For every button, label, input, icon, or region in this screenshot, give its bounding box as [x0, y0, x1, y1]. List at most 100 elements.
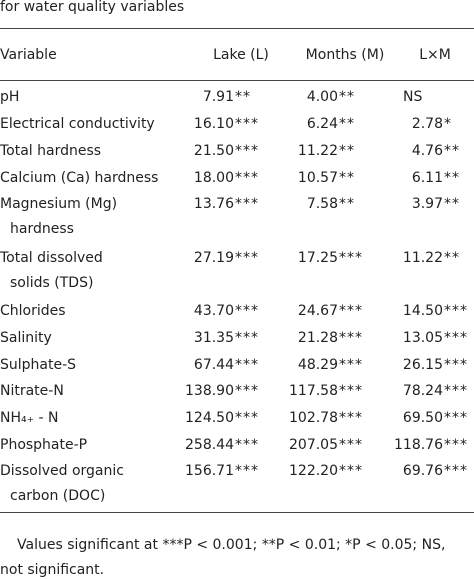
cell-value: 21.50 — [193, 143, 234, 159]
cell-value: 31.35 — [193, 330, 234, 346]
cell-value: 67.44 — [193, 357, 234, 373]
rule — [0, 28, 474, 29]
cell-value: 26.15 — [402, 357, 443, 373]
variable-name: carbon (DOC) — [10, 488, 106, 504]
cell-significance: ** — [339, 89, 355, 105]
cell-value: 124.50 — [185, 410, 234, 426]
cell-value: 6.24 — [306, 116, 338, 132]
cell-significance: *** — [444, 383, 468, 399]
cell-significance: *** — [235, 437, 259, 453]
variable-name: pH — [0, 89, 20, 105]
cell-value: 6.11 — [411, 170, 443, 186]
cell-value: 78.24 — [402, 383, 443, 399]
cell-significance: ** — [235, 89, 251, 105]
cell-value: 18.00 — [193, 170, 234, 186]
variable-name: NH₄₊ - N — [0, 410, 59, 426]
cell-value: 27.19 — [193, 250, 234, 266]
cell-significance: *** — [444, 437, 468, 453]
variable-name: hardness — [10, 221, 74, 237]
cell-significance: ** — [339, 196, 355, 212]
variable-name: Total dissolved — [0, 250, 103, 266]
cell-significance: *** — [235, 330, 259, 346]
cell-significance: *** — [339, 383, 363, 399]
cell-significance: *** — [339, 357, 363, 373]
variable-name: Dissolved organic — [0, 463, 124, 479]
cell-value: 48.29 — [297, 357, 338, 373]
cell-significance: ** — [339, 116, 355, 132]
cell-value: 10.57 — [297, 170, 338, 186]
cell-significance: *** — [444, 357, 468, 373]
cell-value: 122.20 — [289, 463, 338, 479]
cell-value: 11.22 — [297, 143, 338, 159]
cell-significance: *** — [339, 330, 363, 346]
cell-significance: ** — [339, 143, 355, 159]
cell-significance: ** — [444, 250, 460, 266]
cell-value: 207.05 — [289, 437, 338, 453]
rule — [0, 80, 474, 81]
cell-significance: ** — [339, 170, 355, 186]
cell-significance: *** — [235, 116, 259, 132]
cell-value: 14.50 — [402, 303, 443, 319]
cell-value: 4.00 — [306, 89, 338, 105]
cell-significance: *** — [339, 437, 363, 453]
variable-name: Calcium (Ca) hardness — [0, 170, 159, 186]
cell-value: 16.10 — [193, 116, 234, 132]
cell-significance: *** — [339, 410, 363, 426]
cell-value: 69.76 — [402, 463, 443, 479]
cell-significance: *** — [235, 196, 259, 212]
caption: for water quality variables — [0, 0, 185, 15]
cell-significance: ** — [444, 170, 460, 186]
cell-value: 7.91 — [202, 89, 234, 105]
variable-name: Sulphate-S — [0, 357, 77, 373]
footnote: Values significant at ***P < 0.001; **P … — [17, 537, 446, 553]
variable-name: Nitrate-N — [0, 383, 64, 399]
variable-name: Total hardness — [0, 143, 102, 159]
cell-value: 13.05 — [402, 330, 443, 346]
cell-significance: *** — [235, 383, 259, 399]
column-header: Lake (L) — [213, 47, 269, 63]
cell-significance: *** — [235, 463, 259, 479]
cell-value: 3.97 — [411, 196, 443, 212]
footnote: not significant. — [0, 562, 105, 578]
cell-value: NS — [403, 89, 423, 105]
cell-significance: *** — [339, 250, 363, 266]
variable-name: solids (TDS) — [10, 275, 94, 291]
cell-significance: *** — [444, 410, 468, 426]
cell-value: 7.58 — [306, 196, 338, 212]
cell-significance: *** — [235, 143, 259, 159]
variable-name: Chlorides — [0, 303, 66, 319]
column-header: L×M — [419, 47, 451, 63]
cell-value: 4.76 — [411, 143, 443, 159]
variable-name: Phosphate-P — [0, 437, 88, 453]
cell-significance: *** — [235, 303, 259, 319]
cell-significance: ** — [444, 143, 460, 159]
cell-value: 258.44 — [185, 437, 234, 453]
cell-value: 69.50 — [402, 410, 443, 426]
cell-value: 156.71 — [185, 463, 234, 479]
cell-value: 117.58 — [289, 383, 338, 399]
cell-value: 43.70 — [193, 303, 234, 319]
cell-value: 24.67 — [297, 303, 338, 319]
cell-significance: *** — [339, 303, 363, 319]
cell-significance: * — [444, 116, 452, 132]
variable-name: Electrical conductivity — [0, 116, 155, 132]
variable-name: Salinity — [0, 330, 52, 346]
cell-significance: *** — [339, 463, 363, 479]
cell-significance: *** — [235, 410, 259, 426]
cell-significance: *** — [444, 330, 468, 346]
column-header: Months (M) — [305, 47, 385, 63]
cell-significance: *** — [444, 463, 468, 479]
rule — [0, 512, 474, 513]
cell-value: 17.25 — [297, 250, 338, 266]
cell-value: 102.78 — [289, 410, 338, 426]
cell-significance: *** — [235, 170, 259, 186]
cell-value: 118.76 — [394, 437, 443, 453]
cell-value: 11.22 — [402, 250, 443, 266]
cell-significance: *** — [235, 250, 259, 266]
cell-value: 138.90 — [185, 383, 234, 399]
cell-value: 13.76 — [193, 196, 234, 212]
cell-value: 2.78 — [411, 116, 443, 132]
column-header: Variable — [0, 47, 57, 63]
variable-name: Magnesium (Mg) — [0, 196, 118, 212]
